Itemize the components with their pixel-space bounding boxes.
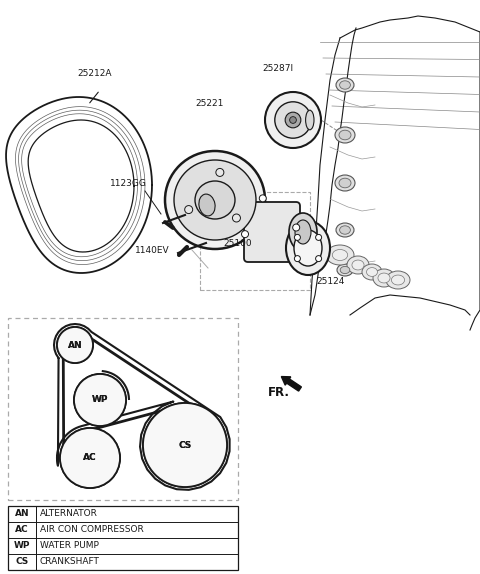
Circle shape	[143, 403, 227, 487]
Ellipse shape	[335, 127, 355, 143]
Ellipse shape	[340, 266, 350, 274]
Ellipse shape	[367, 267, 377, 277]
Text: 25100: 25100	[224, 239, 252, 248]
Text: WP: WP	[14, 541, 30, 550]
Circle shape	[216, 168, 224, 176]
Text: CS: CS	[179, 440, 192, 449]
Text: 25287I: 25287I	[263, 64, 294, 73]
Text: WP: WP	[92, 395, 108, 405]
Circle shape	[185, 205, 192, 214]
Text: CS: CS	[179, 440, 192, 449]
FancyBboxPatch shape	[244, 202, 300, 262]
Circle shape	[60, 428, 120, 488]
Circle shape	[275, 102, 311, 138]
Text: CRANKSHAFT: CRANKSHAFT	[40, 557, 100, 567]
Circle shape	[60, 428, 120, 488]
Text: AC: AC	[83, 453, 97, 463]
Circle shape	[316, 255, 322, 262]
Circle shape	[241, 231, 249, 238]
Ellipse shape	[295, 220, 311, 244]
Circle shape	[289, 117, 296, 123]
Text: AC: AC	[15, 526, 29, 534]
Circle shape	[57, 327, 93, 363]
Ellipse shape	[352, 260, 364, 270]
Circle shape	[294, 234, 300, 241]
Text: ALTERNATOR: ALTERNATOR	[40, 510, 98, 518]
Circle shape	[143, 403, 227, 487]
Text: FR.: FR.	[268, 386, 290, 400]
Circle shape	[265, 92, 321, 148]
Ellipse shape	[340, 226, 350, 234]
Ellipse shape	[373, 269, 395, 287]
Ellipse shape	[336, 223, 354, 237]
Ellipse shape	[174, 160, 256, 240]
Ellipse shape	[289, 213, 317, 251]
Bar	[8, 506, 238, 570]
Text: 25221: 25221	[196, 99, 224, 108]
Circle shape	[294, 255, 300, 262]
Circle shape	[316, 234, 322, 241]
Circle shape	[232, 214, 240, 222]
Text: WP: WP	[92, 395, 108, 405]
Ellipse shape	[332, 250, 348, 261]
Ellipse shape	[340, 81, 350, 89]
Ellipse shape	[362, 264, 382, 280]
Ellipse shape	[386, 271, 410, 289]
Ellipse shape	[337, 264, 353, 276]
Ellipse shape	[326, 245, 354, 265]
Text: CS: CS	[15, 557, 29, 567]
Ellipse shape	[294, 230, 322, 266]
Text: 25212A: 25212A	[78, 69, 112, 78]
Circle shape	[293, 224, 300, 231]
FancyArrow shape	[281, 377, 301, 391]
Text: AC: AC	[83, 453, 97, 463]
Bar	[8, 318, 238, 500]
Circle shape	[57, 327, 93, 363]
Circle shape	[74, 374, 126, 426]
Circle shape	[74, 374, 126, 426]
Text: AN: AN	[68, 340, 82, 350]
Text: WATER PUMP: WATER PUMP	[40, 541, 99, 550]
Ellipse shape	[391, 275, 405, 285]
Ellipse shape	[335, 175, 355, 191]
Ellipse shape	[347, 256, 369, 274]
Text: AN: AN	[68, 340, 82, 350]
Ellipse shape	[336, 78, 354, 92]
Ellipse shape	[378, 273, 390, 283]
Ellipse shape	[286, 221, 330, 275]
Text: AN: AN	[15, 510, 29, 518]
Text: 1123GG: 1123GG	[109, 179, 146, 188]
Ellipse shape	[306, 110, 314, 130]
Ellipse shape	[165, 151, 265, 249]
Circle shape	[285, 112, 301, 128]
Ellipse shape	[195, 181, 235, 219]
Text: AIR CON COMPRESSOR: AIR CON COMPRESSOR	[40, 526, 144, 534]
Bar	[200, 192, 310, 290]
Ellipse shape	[199, 194, 215, 216]
Ellipse shape	[339, 130, 351, 140]
Text: 1140EV: 1140EV	[135, 246, 169, 255]
Text: 25124: 25124	[316, 277, 344, 286]
Ellipse shape	[339, 178, 351, 188]
Circle shape	[259, 195, 266, 202]
